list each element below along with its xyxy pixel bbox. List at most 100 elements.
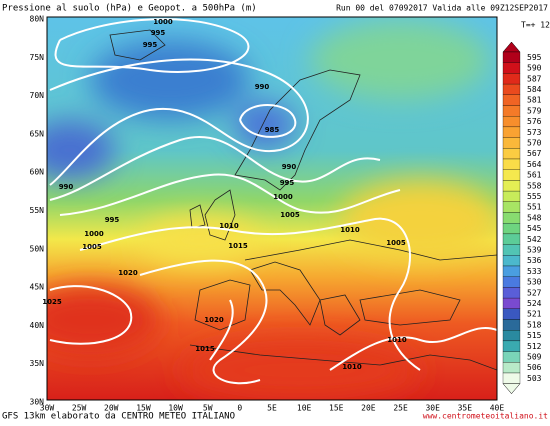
colorbar-label: 524 [527, 299, 542, 308]
colorbar-cell [502, 351, 521, 363]
lat-label: 50N [30, 244, 45, 253]
isobar-label: 1000 [153, 18, 173, 26]
colorbar-cell [502, 137, 521, 149]
colorbar-cell [502, 362, 521, 374]
lon-label: 35E [458, 404, 473, 413]
colorbar-cell [502, 105, 521, 117]
isobars [49, 18, 497, 385]
lat-label: 70N [30, 91, 45, 100]
colorbar-cell [502, 319, 521, 331]
isobar-label: 995 [151, 29, 166, 37]
colorbar-cell [502, 201, 521, 213]
forecast-step: T=+ 129 [521, 21, 550, 30]
map-field [47, 17, 497, 400]
lon-label: 20W [104, 404, 119, 413]
colorbar-cell [502, 73, 521, 85]
colorbar-label: 509 [527, 352, 542, 361]
footer-left: GFS 13km elaborato da CENTRO METEO ITALI… [2, 412, 235, 422]
colorbar-cell [502, 83, 521, 95]
colorbar-label: 539 [527, 245, 542, 254]
isobar-label: 1020 [204, 316, 224, 324]
isobar-label: 985 [265, 126, 280, 134]
isobar-label: 1005 [82, 243, 102, 251]
lon-label: 15W [136, 404, 151, 413]
isobar-label: 995 [280, 179, 295, 187]
colorbar-cell [502, 244, 521, 256]
colorbar-label: 548 [527, 213, 542, 222]
isobar-label: 990 [59, 183, 74, 191]
map-frame [46, 16, 498, 401]
colorbar-label: 564 [527, 160, 542, 169]
colorbar-label: 518 [527, 320, 542, 329]
colorbar-label: 506 [527, 363, 542, 372]
lon-label: 15E [329, 404, 344, 413]
colorbar-label: 590 [527, 64, 542, 73]
colorbar-cell [502, 330, 521, 342]
lon-label: 30W [40, 404, 55, 413]
colorbar-cell [502, 126, 521, 138]
colorbar-label: 567 [527, 149, 542, 158]
colorbar-label: 555 [527, 192, 542, 201]
isobar-label: 1015 [195, 345, 215, 353]
colorbar-label: 576 [527, 117, 542, 126]
isobar-label: 1020 [118, 269, 138, 277]
lat-label: 40N [30, 321, 45, 330]
colorbar-label: 515 [527, 331, 542, 340]
colorbar-cell [502, 297, 521, 309]
isobar-label: 990 [282, 163, 297, 171]
colorbar-cell [502, 158, 521, 170]
lon-label: 5E [267, 404, 277, 413]
colorbar-label: 536 [527, 256, 542, 265]
coastlines [109, 29, 497, 371]
colorbar-label: 530 [527, 278, 542, 287]
isobar-label: 1010 [340, 226, 360, 234]
colorbar-cell [502, 169, 521, 181]
colorbar-arrow-bottom [502, 383, 521, 395]
lat-label: 65N [30, 129, 45, 138]
lon-label: 25W [72, 404, 87, 413]
lat-label: 45N [30, 283, 45, 292]
isobar-label: 1010 [387, 336, 407, 344]
isobar-label: 1005 [386, 239, 406, 247]
colorbar-cell [502, 340, 521, 352]
isobar-label: 1000 [84, 230, 104, 238]
isobar-label: 995 [105, 216, 120, 224]
lat-label: 35N [30, 359, 45, 368]
colorbar-cell [502, 372, 521, 384]
colorbar-cell [502, 276, 521, 288]
colorbar-label: 545 [527, 224, 542, 233]
lon-label: 5W [203, 404, 213, 413]
colorbar-cell [502, 190, 521, 202]
isobar-label: 995 [143, 41, 158, 49]
colorbar-label: 521 [527, 310, 542, 319]
colorbar-cell [502, 51, 521, 63]
colorbar-label: 527 [527, 288, 542, 297]
colorbar-cell [502, 212, 521, 224]
colorbar-cell [502, 180, 521, 192]
colorbar-cell [502, 265, 521, 277]
colorbar-cell [502, 287, 521, 299]
lat-label: 30N [30, 398, 45, 407]
lon-label: 30E [425, 404, 440, 413]
lat-label: 80N [30, 15, 45, 24]
colorbar-cell [502, 94, 521, 106]
colorbar-cell [502, 308, 521, 320]
isobar-label: 1015 [228, 242, 248, 250]
isobar-label: 1010 [342, 363, 362, 371]
colorbar-label: 587 [527, 74, 542, 83]
colorbar-arrow-top [502, 41, 521, 53]
colorbar-label: 579 [527, 106, 542, 115]
colorbar-label: 512 [527, 342, 542, 351]
header-left: Pressione al suolo (hPa) e Geopot. a 500… [2, 4, 257, 14]
lat-label: 55N [30, 206, 45, 215]
colorbar-cell [502, 255, 521, 267]
isobar-label: 990 [255, 83, 270, 91]
lon-label: 10E [297, 404, 312, 413]
lon-label: 0 [237, 404, 242, 413]
isobar-label: 1000 [273, 193, 293, 201]
lon-label: 40E [490, 404, 505, 413]
isobar-label: 1025 [42, 298, 62, 306]
lat-label: 75N [30, 53, 45, 62]
colorbar-cell [502, 233, 521, 245]
